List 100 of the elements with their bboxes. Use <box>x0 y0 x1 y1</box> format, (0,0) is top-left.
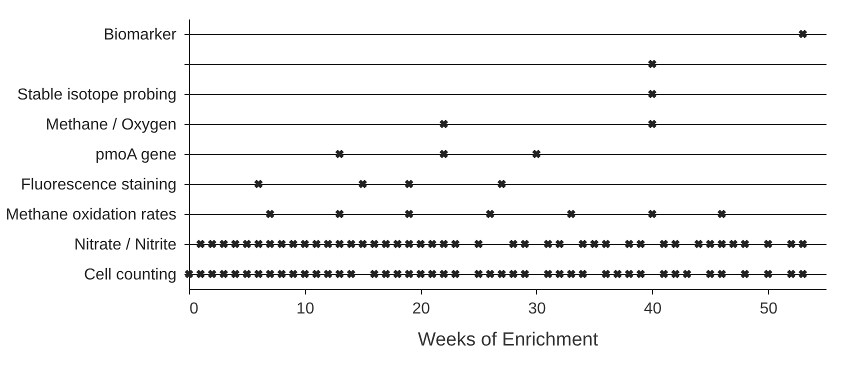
point <box>648 210 657 218</box>
point <box>404 240 414 248</box>
x-tick-label: 0 <box>190 300 198 318</box>
point <box>648 60 657 68</box>
point <box>566 270 576 278</box>
point <box>393 240 402 248</box>
point <box>798 240 808 248</box>
point <box>682 270 692 278</box>
point <box>729 240 738 248</box>
point <box>486 210 494 218</box>
point <box>671 270 680 278</box>
point <box>404 180 414 188</box>
point <box>196 240 205 248</box>
point <box>335 240 344 248</box>
point <box>358 180 368 188</box>
y-tick-label: Cell counting <box>84 266 176 284</box>
x-axis-title: Weeks of Enrichment <box>418 330 599 350</box>
point <box>786 270 796 278</box>
point <box>786 240 796 248</box>
point <box>219 240 228 248</box>
point <box>393 270 402 278</box>
point <box>346 240 356 248</box>
point <box>740 270 750 278</box>
y-tick-label: Stable isotope probing <box>17 86 176 104</box>
point <box>300 240 310 248</box>
point <box>764 240 772 248</box>
point <box>602 240 610 248</box>
point <box>300 270 310 278</box>
point <box>335 210 344 218</box>
point <box>312 270 321 278</box>
point <box>671 240 680 248</box>
point <box>497 270 506 278</box>
point <box>277 270 286 278</box>
point <box>428 270 437 278</box>
y-tick-label: Fluorescence staining <box>20 176 176 194</box>
y-tick-label: Methane oxidation rates <box>6 206 176 224</box>
point <box>324 270 332 278</box>
point <box>706 240 714 248</box>
point <box>254 270 263 278</box>
point <box>717 240 726 248</box>
point <box>231 270 240 278</box>
point <box>440 120 448 128</box>
point <box>404 270 414 278</box>
point <box>544 240 552 248</box>
point <box>590 240 599 248</box>
point <box>370 270 379 278</box>
point <box>648 90 657 98</box>
point <box>694 240 703 248</box>
point <box>636 270 645 278</box>
point <box>254 240 263 248</box>
y-tick-label: Methane / Oxygen <box>46 116 176 134</box>
point <box>416 270 425 278</box>
point <box>636 240 645 248</box>
point <box>358 240 368 248</box>
point <box>254 180 263 188</box>
point <box>474 240 483 248</box>
point <box>613 270 622 278</box>
point <box>555 270 564 278</box>
point <box>717 210 726 218</box>
point <box>532 150 541 158</box>
point <box>266 240 274 248</box>
point <box>544 270 552 278</box>
point <box>208 240 216 248</box>
point <box>382 270 390 278</box>
y-tick-label: Biomarker <box>104 26 178 44</box>
point <box>440 150 448 158</box>
point <box>578 240 588 248</box>
point <box>242 240 252 248</box>
point <box>486 270 494 278</box>
point <box>335 270 344 278</box>
point <box>404 210 414 218</box>
point <box>624 240 634 248</box>
point <box>520 270 530 278</box>
x-tick-label: 50 <box>760 300 778 318</box>
point <box>288 270 298 278</box>
point <box>324 240 332 248</box>
point <box>382 240 390 248</box>
point <box>266 210 274 218</box>
point <box>288 240 298 248</box>
point <box>509 240 518 248</box>
x-tick-label: 40 <box>644 300 662 318</box>
point <box>798 270 808 278</box>
point <box>266 270 274 278</box>
point <box>578 270 588 278</box>
point <box>208 270 216 278</box>
point <box>497 180 506 188</box>
point <box>740 240 750 248</box>
point <box>312 240 321 248</box>
point <box>474 270 483 278</box>
point <box>416 240 425 248</box>
point <box>509 270 518 278</box>
point <box>798 30 808 38</box>
point <box>440 240 448 248</box>
point <box>346 270 356 278</box>
point <box>242 270 252 278</box>
point <box>555 240 564 248</box>
point <box>428 240 437 248</box>
point <box>520 240 530 248</box>
point <box>717 270 726 278</box>
x-tick-label: 20 <box>412 300 430 318</box>
